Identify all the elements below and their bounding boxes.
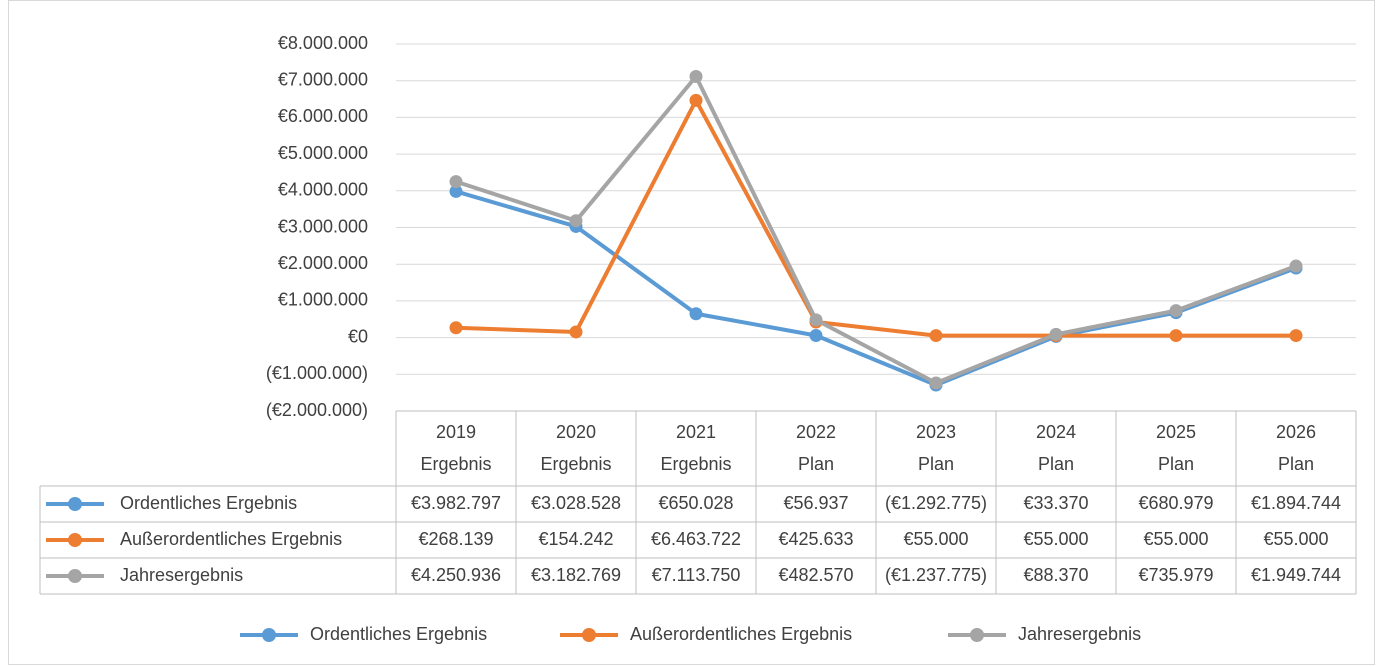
data-point	[449, 321, 463, 335]
table-value: €55.000	[1143, 529, 1208, 549]
data-point	[689, 93, 703, 107]
data-point	[689, 307, 703, 321]
x-tick-label: Plan	[1038, 454, 1074, 474]
y-tick-label: €7.000.000	[278, 69, 368, 89]
data-point	[929, 329, 943, 343]
table-value: €650.028	[658, 493, 733, 513]
table-value: (€1.292.775)	[885, 493, 987, 513]
table-value: €3.982.797	[411, 493, 501, 513]
table-value: €4.250.936	[411, 565, 501, 585]
legend-marker	[262, 628, 276, 642]
x-tick-label: Plan	[798, 454, 834, 474]
data-point	[569, 325, 583, 339]
data-point	[1049, 327, 1063, 341]
x-tick-label: 2021	[676, 422, 716, 442]
series-line	[455, 98, 1296, 338]
data-point	[1169, 304, 1183, 318]
y-tick-label: €6.000.000	[278, 106, 368, 126]
data-point	[929, 376, 943, 390]
chart-frame	[8, 0, 1375, 665]
x-tick-label: 2024	[1036, 422, 1076, 442]
y-tick-label: €3.000.000	[278, 216, 368, 236]
table-value: €1.949.744	[1251, 565, 1341, 585]
x-tick-label: 2025	[1156, 422, 1196, 442]
data-point	[689, 70, 703, 84]
table-value: €425.633	[778, 529, 853, 549]
y-tick-label: €5.000.000	[278, 143, 368, 163]
x-tick-label: Plan	[1158, 454, 1194, 474]
x-tick-label: 2023	[916, 422, 956, 442]
table-series-name: Ordentliches Ergebnis	[120, 493, 297, 513]
table-value: €3.028.528	[531, 493, 621, 513]
data-point	[809, 313, 823, 327]
data-point	[1289, 329, 1303, 343]
legend-label: Außerordentliches Ergebnis	[630, 624, 852, 644]
data-point	[1289, 259, 1303, 273]
legend-label: Jahresergebnis	[1018, 624, 1141, 644]
x-tick-label: 2026	[1276, 422, 1316, 442]
x-tick-label: Plan	[918, 454, 954, 474]
legend-label: Ordentliches Ergebnis	[310, 624, 487, 644]
table-value: €7.113.750	[652, 565, 741, 585]
y-tick-label: €4.000.000	[278, 180, 368, 200]
legend-marker	[970, 628, 984, 642]
y-tick-label: €0	[348, 326, 368, 346]
data-point	[449, 184, 463, 198]
data-point	[1169, 329, 1183, 343]
y-tick-label: €2.000.000	[278, 253, 368, 273]
x-tick-label: Ergebnis	[420, 454, 491, 474]
table-value: €3.182.769	[531, 565, 621, 585]
table-value: €735.979	[1138, 565, 1213, 585]
table-value: €56.937	[783, 493, 848, 513]
table-value: €1.894.744	[1251, 493, 1341, 513]
data-point	[449, 175, 463, 189]
table-value: €55.000	[903, 529, 968, 549]
x-tick-label: Plan	[1278, 454, 1314, 474]
legend-marker	[68, 497, 82, 511]
data-point	[809, 329, 823, 343]
table-value: €268.139	[418, 529, 493, 549]
table-value: €33.370	[1023, 493, 1088, 513]
x-tick-label: 2022	[796, 422, 836, 442]
x-tick-label: 2020	[556, 422, 596, 442]
table-value: €88.370	[1023, 565, 1088, 585]
x-tick-label: Ergebnis	[660, 454, 731, 474]
y-tick-label: (€1.000.000)	[266, 363, 368, 383]
legend-marker	[68, 533, 82, 547]
series-line	[455, 74, 1297, 386]
table-series-name: Außerordentliches Ergebnis	[120, 529, 342, 549]
legend-marker	[582, 628, 596, 642]
table-value: €680.979	[1138, 493, 1213, 513]
table-series-name: Jahresergebnis	[120, 565, 243, 585]
table-value: €6.463.722	[651, 529, 741, 549]
y-tick-label: €1.000.000	[278, 290, 368, 310]
table-value: €482.570	[778, 565, 853, 585]
x-tick-label: Ergebnis	[540, 454, 611, 474]
data-point	[569, 214, 583, 228]
y-tick-label: €8.000.000	[278, 33, 368, 53]
x-tick-label: 2019	[436, 422, 476, 442]
table-value: €55.000	[1023, 529, 1088, 549]
legend-marker	[68, 569, 82, 583]
y-tick-label: (€2.000.000)	[266, 400, 368, 420]
table-value: (€1.237.775)	[885, 565, 987, 585]
table-value: €55.000	[1263, 529, 1328, 549]
table-value: €154.242	[538, 529, 613, 549]
